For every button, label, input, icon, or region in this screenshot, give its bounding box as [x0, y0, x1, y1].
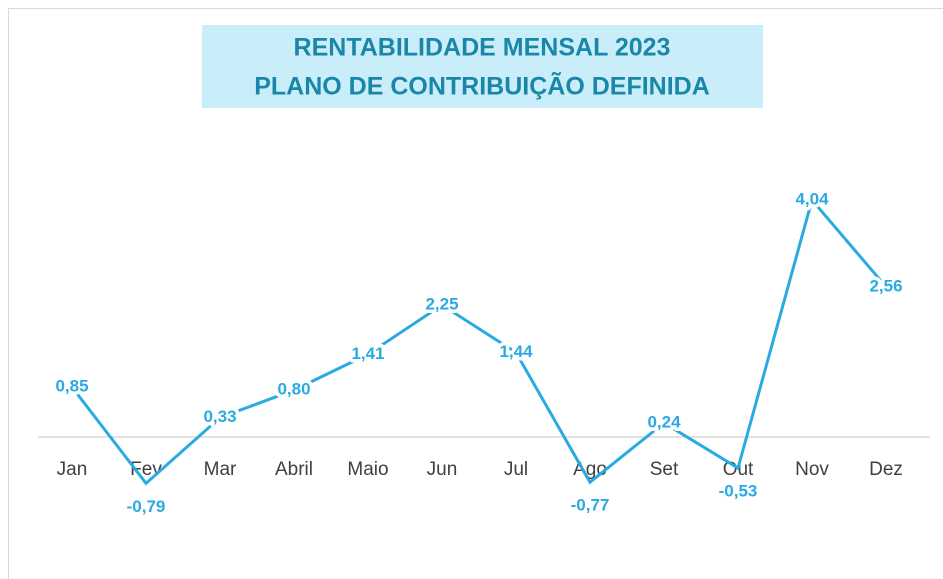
x-tick-label: Abril: [275, 459, 313, 480]
x-tick-label: Mar: [204, 459, 237, 480]
x-tick-label: Jan: [57, 459, 88, 480]
data-label: 1,41: [351, 344, 384, 363]
title-box: [202, 25, 763, 108]
chart-title: RENTABILIDADE MENSAL 2023: [294, 34, 671, 62]
data-label: 0,33: [203, 407, 236, 426]
data-label: 2,25: [425, 294, 458, 313]
chart-subtitle: PLANO DE CONTRIBUIÇÃO DEFINIDA: [254, 71, 710, 101]
data-label: -0,79: [127, 497, 166, 516]
data-label: -0,53: [719, 482, 758, 501]
data-line: [70, 196, 888, 486]
x-tick-label: Jul: [504, 459, 528, 480]
x-tick-label: Maio: [347, 459, 388, 480]
x-tick-label: Nov: [795, 459, 829, 480]
data-label: 0,80: [277, 380, 310, 399]
data-label: 2,56: [869, 276, 902, 295]
x-tick-label: Jun: [427, 459, 458, 480]
data-label: 4,04: [795, 189, 829, 208]
data-label: 0,24: [647, 412, 681, 431]
x-tick-label: Set: [650, 459, 679, 480]
x-tick-label: Dez: [869, 459, 903, 480]
data-label: 0,85: [55, 377, 88, 396]
data-label: -0,77: [571, 496, 610, 515]
data-label: 1,44: [499, 342, 533, 361]
